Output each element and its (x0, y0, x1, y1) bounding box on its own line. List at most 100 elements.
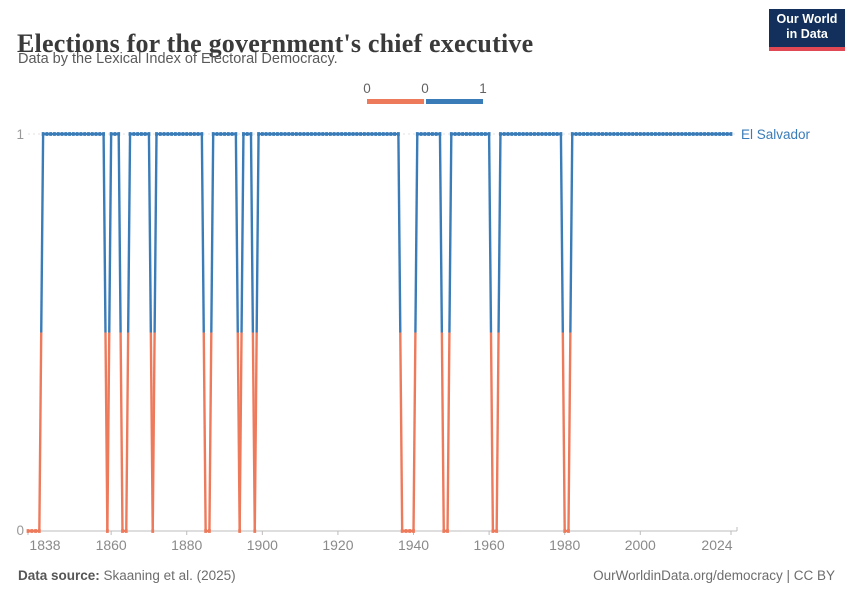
series-transition-upper (108, 133, 113, 333)
license-note[interactable]: OurWorldinData.org/democracy | CC BY (593, 568, 835, 583)
data-point-marker (506, 132, 510, 136)
data-point-marker (351, 132, 355, 136)
data-point-marker (548, 132, 551, 136)
series-transition-upper (497, 133, 502, 333)
owid-logo-line2: in Data (786, 27, 828, 41)
data-point-marker (536, 132, 540, 136)
data-point-marker (385, 132, 389, 136)
series-transition-upper (240, 133, 245, 333)
data-point-marker (41, 132, 45, 136)
x-tick-label-1920: 1920 (322, 537, 353, 553)
series-transition-lower (119, 332, 124, 532)
data-point-marker (725, 132, 729, 136)
data-point-marker (230, 132, 234, 136)
data-point-marker (684, 132, 688, 136)
x-tick-label-2000: 2000 (625, 537, 656, 553)
series-transition-upper (210, 133, 215, 333)
data-point-marker (688, 132, 691, 136)
data-point-marker (438, 132, 442, 136)
series-transition-upper (255, 133, 260, 333)
data-point-marker (604, 132, 608, 136)
data-point-marker (189, 132, 192, 136)
data-point-marker (676, 132, 680, 136)
data-point-marker (113, 132, 117, 136)
data-point-marker (340, 132, 344, 136)
entity-series-label[interactable]: El Salvador (741, 127, 811, 142)
series-transition-upper (147, 133, 153, 333)
data-point-marker (370, 132, 374, 136)
series-transition-upper (249, 133, 255, 333)
data-point-marker (45, 132, 49, 136)
data-point-marker (695, 132, 699, 136)
data-point-marker (631, 132, 635, 136)
data-point-marker (215, 132, 219, 136)
data-point-marker (128, 132, 132, 136)
data-point-marker (544, 132, 548, 136)
data-point-marker (234, 132, 238, 136)
data-point-marker (306, 132, 310, 136)
x-tick-label-2024: 2024 (701, 537, 732, 553)
data-point-marker (691, 132, 695, 136)
owid-logo: Our World in Data (769, 9, 845, 51)
data-point-marker (582, 132, 585, 136)
data-point-marker (601, 132, 604, 136)
data-point-marker (483, 132, 487, 136)
page-title: Elections for the government's chief exe… (17, 29, 534, 59)
data-point-marker (533, 132, 536, 136)
data-point-marker (559, 132, 563, 136)
legend-swatch-zero[interactable] (367, 99, 424, 104)
series-transition-upper (414, 133, 419, 333)
x-tick-label-1940: 1940 (398, 537, 429, 553)
series-transition-upper (153, 133, 158, 333)
series-transition-lower (106, 332, 111, 532)
data-point-marker (718, 132, 722, 136)
data-point-marker (514, 132, 517, 136)
data-point-marker (657, 132, 661, 136)
data-point-marker (525, 132, 529, 136)
data-point-marker (60, 132, 64, 136)
data-point-marker (98, 132, 102, 136)
data-point-marker (136, 132, 140, 136)
data-point-marker (669, 132, 672, 136)
data-point-marker (480, 132, 483, 136)
series-transition-upper (397, 133, 402, 333)
data-point-marker (381, 132, 385, 136)
data-point-marker (434, 132, 438, 136)
data-point-marker (105, 529, 109, 533)
data-point-marker (276, 132, 279, 136)
data-point-marker (453, 132, 457, 136)
data-point-marker (722, 132, 725, 136)
data-point-marker (132, 132, 136, 136)
data-point-marker (204, 529, 208, 533)
series-transition-upper (487, 133, 493, 333)
data-point-marker (389, 132, 393, 136)
data-point-marker (174, 132, 177, 136)
data-point-marker (393, 132, 397, 136)
data-point-marker (404, 529, 408, 533)
data-point-marker (555, 132, 559, 136)
data-point-marker (238, 529, 242, 533)
data-point-marker (619, 132, 623, 136)
data-point-marker (495, 529, 499, 533)
data-point-marker (396, 132, 400, 136)
data-point-marker (257, 132, 260, 136)
data-point-marker (155, 132, 158, 136)
data-point-marker (253, 529, 257, 533)
data-point-marker (412, 529, 415, 533)
legend-swatch-one[interactable] (426, 99, 483, 104)
data-point-marker (502, 132, 506, 136)
x-tick-label-1900: 1900 (247, 537, 278, 553)
data-point-marker (654, 132, 657, 136)
data-point-marker (665, 132, 669, 136)
data-point-marker (714, 132, 718, 136)
series-transition-upper (126, 133, 132, 333)
data-point-marker (249, 132, 253, 136)
data-point-marker (646, 132, 650, 136)
data-point-marker (419, 132, 423, 136)
data-point-marker (291, 132, 294, 136)
data-point-marker (608, 132, 612, 136)
data-point-marker (219, 132, 223, 136)
data-point-marker (170, 132, 174, 136)
data-point-marker (616, 132, 620, 136)
